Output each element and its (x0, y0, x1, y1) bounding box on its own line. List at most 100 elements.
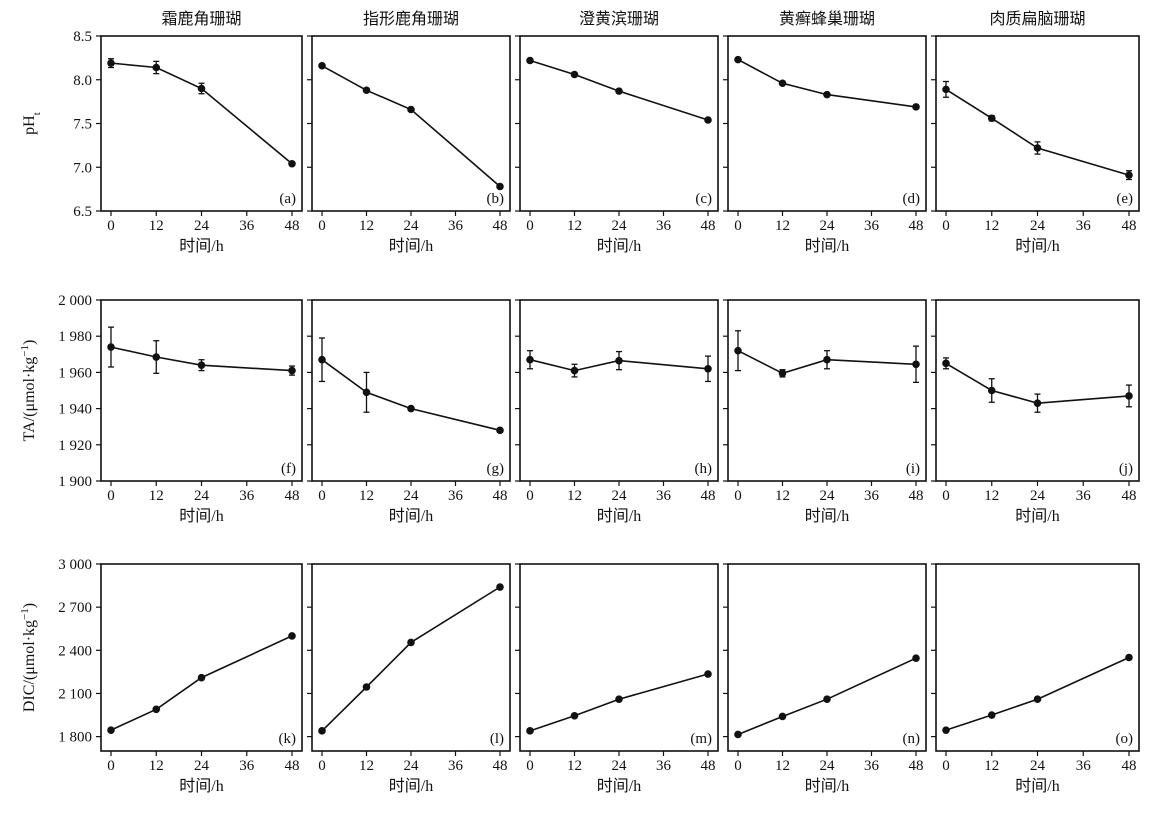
x-tick-label: 24 (194, 758, 210, 774)
series-line (321, 586, 501, 732)
x-axis-label: 时间/h (389, 777, 433, 795)
y-axis-label: pHt (21, 112, 43, 135)
plot-frame (100, 563, 303, 752)
x-tick-label: 0 (107, 758, 115, 774)
panel (723, 35, 927, 216)
column-title: 澄黄滨珊瑚 (579, 10, 659, 28)
panel (307, 563, 511, 756)
x-tick-label: 36 (656, 218, 672, 234)
x-tick-label: 36 (448, 488, 464, 504)
y-tick-label: 1 980 (58, 329, 92, 345)
x-tick-label: 36 (656, 488, 672, 504)
plot-frame (311, 563, 511, 752)
plot-frame (311, 35, 511, 212)
data-point (107, 59, 115, 67)
x-axis-label: 时间/h (1015, 507, 1059, 525)
x-axis-label: 时间/h (805, 777, 849, 795)
x-tick-label: 24 (404, 758, 420, 774)
x-tick-label: 24 (820, 218, 836, 234)
series-line (110, 62, 293, 165)
x-tick-label: 24 (820, 758, 836, 774)
data-point (362, 683, 371, 691)
y-tick-label: 8.5 (73, 29, 92, 45)
data-point (407, 105, 415, 114)
data-point (496, 182, 504, 191)
x-tick-label: 0 (734, 218, 742, 234)
data-point (107, 726, 115, 734)
data-point (152, 705, 161, 714)
panel (307, 299, 511, 486)
panel-label: (e) (1116, 191, 1133, 207)
series-line (737, 657, 917, 736)
y-axis-label-tail: ) (21, 340, 38, 345)
x-tick-label: 24 (194, 218, 210, 234)
y-tick-label: 2 100 (58, 686, 92, 702)
x-tick-label: 0 (942, 218, 950, 234)
series-line (737, 349, 917, 375)
data-point (407, 404, 415, 413)
column-title: 指形鹿角珊瑚 (363, 10, 459, 28)
panel (931, 563, 1140, 756)
panel (515, 35, 719, 216)
series-line (321, 359, 501, 432)
data-point (288, 632, 296, 640)
x-tick-label: 36 (239, 758, 255, 774)
data-point (362, 86, 371, 95)
x-axis-label: 时间/h (805, 237, 849, 255)
data-point (1125, 171, 1133, 179)
data-point (734, 55, 742, 64)
panel (931, 35, 1140, 216)
y-tick-label: 8.0 (73, 73, 92, 89)
x-tick-label: 0 (318, 488, 326, 504)
x-tick-label: 48 (1122, 218, 1137, 234)
panel-label: (f) (281, 461, 296, 477)
x-tick-label: 48 (909, 488, 924, 504)
data-point (734, 346, 742, 355)
x-axis-label: 时间/h (179, 507, 223, 525)
x-tick-label: 0 (734, 758, 742, 774)
plot-frame (311, 299, 511, 482)
x-tick-label: 36 (239, 218, 255, 234)
plot-frame (727, 563, 927, 752)
data-point (615, 356, 623, 365)
panel-label: (i) (906, 461, 920, 477)
x-tick-label: 12 (984, 218, 999, 234)
x-tick-label: 36 (1076, 218, 1092, 234)
y-tick-label: 3 000 (58, 557, 92, 573)
x-tick-label: 24 (1030, 488, 1046, 504)
x-tick-label: 48 (701, 488, 716, 504)
y-tick-label: 1 920 (58, 438, 92, 454)
data-point (987, 114, 996, 123)
data-point (704, 670, 712, 678)
x-tick-label: 12 (775, 488, 790, 504)
y-axis-label-main: TA/(μmol·kg (21, 357, 38, 442)
y-axis-label-tail: ) (21, 603, 38, 608)
panel-label: (m) (690, 731, 712, 747)
data-point (526, 355, 534, 364)
plot-frame (727, 299, 927, 482)
panel (515, 563, 719, 756)
data-point (823, 355, 831, 364)
x-tick-label: 12 (775, 218, 790, 234)
column-title: 霜鹿角珊瑚 (161, 10, 241, 28)
x-tick-label: 24 (820, 488, 836, 504)
x-tick-label: 36 (448, 218, 464, 234)
plot-frame (519, 563, 719, 752)
data-point (1033, 399, 1042, 407)
series-line (529, 673, 709, 732)
y-tick-label: 1 800 (58, 730, 92, 746)
y-tick-label: 1 900 (58, 474, 92, 490)
y-axis-label: DIC/(μmol·kg−1) (19, 603, 38, 712)
x-tick-label: 0 (734, 488, 742, 504)
data-point (526, 727, 534, 735)
plot-frame (100, 35, 303, 212)
x-tick-label: 24 (1030, 758, 1046, 774)
x-tick-label: 36 (239, 488, 255, 504)
x-tick-label: 24 (612, 758, 628, 774)
series-line (321, 65, 501, 188)
x-tick-label: 36 (1076, 488, 1092, 504)
x-tick-label: 36 (864, 488, 880, 504)
series-line (110, 635, 293, 731)
plot-frame (727, 35, 927, 212)
x-tick-label: 36 (864, 758, 880, 774)
